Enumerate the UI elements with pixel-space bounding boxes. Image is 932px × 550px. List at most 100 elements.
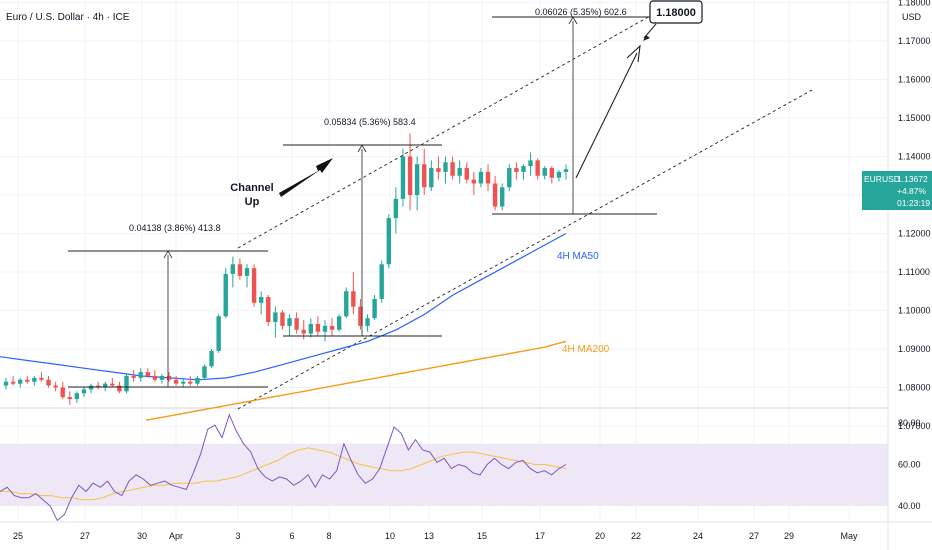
channel-up-annotation[interactable]: Channel Up — [230, 158, 333, 208]
ticker-countdown: 01:23:19 — [897, 198, 930, 208]
time-axis[interactable]: 25 27 30 Apr 3 6 8 10 13 15 17 20 22 24 27 29 May — [13, 531, 858, 541]
time-tick-label: Apr — [169, 531, 183, 541]
candle-body — [67, 397, 72, 400]
ma200-label: 4H MA200 — [562, 344, 610, 355]
candles — [3, 133, 569, 405]
price-tick-label: 1.18000 — [898, 0, 931, 8]
candle-body — [46, 379, 51, 386]
candle-body — [110, 383, 115, 386]
candle-body — [301, 329, 306, 334]
rsi-line — [0, 413, 567, 522]
channel-upper-line[interactable] — [237, 15, 651, 249]
candle-body — [280, 312, 285, 326]
candle-body — [188, 381, 193, 384]
target-projection[interactable]: 1.18000 — [575, 0, 703, 179]
time-tick-label: 17 — [535, 531, 545, 541]
channel-label-line1: Channel — [230, 182, 273, 194]
candle-body — [336, 316, 342, 330]
candle-body — [216, 316, 221, 351]
candle-body — [202, 366, 207, 378]
candle-body — [443, 162, 448, 172]
candle-body — [507, 168, 512, 188]
ticker-badge-right — [893, 171, 932, 210]
candle-body — [32, 377, 37, 382]
time-tick-label: 25 — [13, 531, 23, 541]
target-callout-box — [649, 0, 703, 24]
candle-body — [81, 389, 87, 394]
candle-body — [287, 318, 292, 326]
price-tick-label: 1.09000 — [898, 344, 931, 354]
candle-body — [492, 183, 498, 207]
measure-3-label: 0.06026 (5.35%) 602.6 — [535, 7, 627, 17]
candle-body — [294, 318, 299, 330]
price-tick-label: 1.10000 — [898, 306, 931, 316]
measure-1-arrow-head — [163, 250, 173, 259]
candle-body — [549, 168, 555, 178]
time-tick-label: 3 — [235, 531, 240, 541]
measure-1[interactable]: 0.04138 (3.86%) 413.8 — [68, 223, 268, 388]
candle-body — [258, 297, 264, 303]
candle-body — [407, 156, 413, 195]
rsi-tick-label: 60.00 — [898, 460, 921, 470]
price-tick-label: 1.08000 — [898, 383, 931, 393]
channel-lower-line[interactable] — [237, 89, 813, 410]
candle-body — [478, 171, 484, 184]
ticker-change: +4.87% — [897, 186, 927, 196]
ticker-price: 1.13672 — [897, 174, 928, 184]
candle-body — [60, 387, 65, 398]
price-tick-label: 1.17000 — [898, 36, 931, 46]
candle-body — [95, 385, 101, 388]
channel-label-line2: Up — [245, 196, 260, 208]
measure-3-arrow-head — [568, 16, 578, 25]
candle-body — [117, 385, 122, 392]
candle-body — [308, 323, 314, 334]
price-tick-label: 1.11000 — [898, 267, 930, 277]
candle-body — [556, 171, 562, 178]
candle-body — [393, 198, 399, 219]
measure-2[interactable]: 0.05834 (5.36%) 583.4 — [283, 117, 442, 337]
time-tick-label: 29 — [784, 531, 794, 541]
ma50-line — [0, 232, 567, 381]
candle-body — [138, 372, 143, 378]
candle-body — [244, 268, 250, 276]
candle-body — [535, 160, 540, 176]
ma50-label: 4H MA50 — [557, 251, 599, 262]
channel-up-arrow — [279, 158, 333, 197]
measure-3[interactable]: 0.06026 (5.35%) 602.6 — [492, 7, 657, 215]
time-tick-label: 15 — [477, 531, 487, 541]
candle-body — [145, 372, 150, 376]
candle-body — [528, 160, 533, 167]
time-tick-label: 27 — [749, 531, 759, 541]
candle-body — [195, 377, 200, 384]
candle-body — [358, 306, 363, 326]
channel-lines[interactable] — [237, 15, 813, 410]
target-callout-label: 1.18000 — [656, 7, 696, 19]
candle-body — [88, 385, 94, 390]
price-tick-label: 1.15000 — [898, 113, 931, 123]
price-tick-label: 1.12000 — [898, 229, 931, 239]
candle-body — [521, 166, 526, 172]
rsi-tick-label: 80.00 — [898, 418, 921, 428]
candle-body — [266, 297, 271, 323]
candle-body — [372, 298, 377, 319]
candle-body — [315, 323, 321, 332]
price-axis[interactable]: 1.18000 1.17000 1.16000 1.15000 1.14000 1.120… — [898, 0, 931, 431]
rsi-band — [0, 443, 888, 506]
candle-body — [39, 377, 44, 380]
rsi-axis[interactable]: 80.00 60.00 40.00 — [898, 418, 921, 511]
price-tick-label: 1.14000 — [898, 152, 931, 162]
time-tick-label: 30 — [137, 531, 147, 541]
callout-pointer-head — [643, 35, 650, 41]
candle-body — [329, 325, 335, 330]
candle-body — [131, 375, 136, 378]
candle-body — [237, 264, 243, 276]
ticker-name: EURUSD — [864, 174, 900, 184]
candle-body — [230, 264, 236, 274]
candle-body — [166, 375, 172, 380]
projection-arrow-shaft — [575, 52, 638, 179]
price-badge: EURUSD 1.13672 +4.87% 01:23:19 — [862, 171, 932, 210]
time-tick-label: 24 — [693, 531, 703, 541]
candle-body — [500, 187, 505, 207]
candle-body — [17, 379, 23, 384]
